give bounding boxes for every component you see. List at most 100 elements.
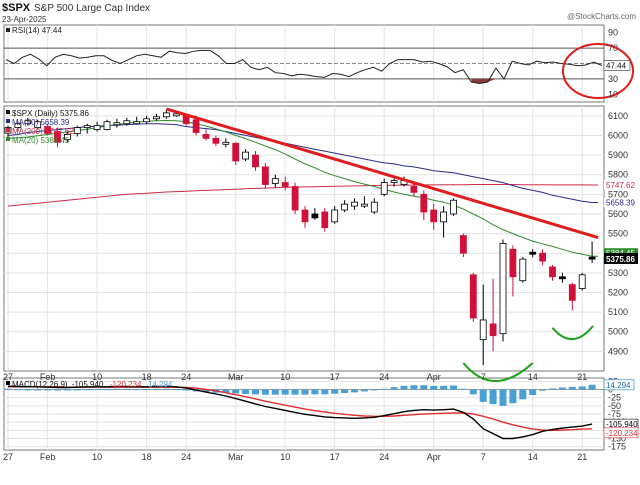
- rsi-label: RSI(14) 47.44: [6, 26, 62, 35]
- candle-body: [162, 112, 170, 118]
- candle-body: [578, 274, 586, 289]
- last-price-tag-text: 5375.86: [606, 255, 635, 264]
- candle: [133, 116, 141, 125]
- candle-body: [420, 193, 428, 213]
- candle: [291, 182, 299, 214]
- macd-histogram-bar: [489, 389, 497, 405]
- price-x-tick: 21: [577, 372, 587, 382]
- macd-histogram-bar: [331, 389, 339, 394]
- candle: [143, 115, 151, 124]
- candle-body: [360, 203, 368, 207]
- candle: [321, 208, 329, 232]
- macd-histogram-bar: [539, 389, 547, 391]
- stockcharts-credit: @StockCharts.com: [567, 12, 636, 21]
- macd-histogram-bar: [509, 389, 517, 404]
- price-x-tick: 10: [92, 372, 102, 382]
- candle-body: [430, 209, 438, 223]
- candle-body: [539, 252, 546, 262]
- macd-histogram-bar: [351, 389, 358, 393]
- candle: [113, 118, 121, 128]
- chart-date: 23-Apr-2025: [2, 15, 47, 24]
- candle: [479, 284, 487, 366]
- candle-body: [172, 113, 180, 117]
- candle: [232, 142, 240, 165]
- candle-body: [459, 235, 467, 254]
- macd-histogram-bar: [390, 387, 398, 390]
- candle-body: [281, 182, 289, 187]
- macd-histogram-bar: [123, 388, 131, 390]
- macd-histogram-bar: [469, 389, 477, 395]
- price-y-tick: 5100: [608, 307, 628, 317]
- rsi-y-tick: 90: [608, 28, 618, 38]
- price-x-tick: 27: [3, 372, 13, 382]
- macd-histogram-bar: [93, 389, 101, 391]
- last-price-tag-bg: [604, 252, 638, 264]
- candle: [222, 138, 230, 148]
- candle: [529, 249, 537, 258]
- price-x-tick: 17: [330, 372, 340, 382]
- macd-x-tick: 10: [280, 452, 290, 462]
- macd-histogram-bar: [499, 389, 507, 406]
- macd-label-value: -105.940: [72, 380, 104, 389]
- candle: [242, 149, 250, 161]
- candle-body: [370, 201, 378, 213]
- price-x-tick: 24: [181, 372, 191, 382]
- macd-histogram-bar: [479, 389, 487, 402]
- candle-body: [123, 120, 131, 125]
- macd-value-tag-text: -105.940: [606, 420, 638, 429]
- macd-histogram-bar: [450, 385, 457, 390]
- macd-signal-tag-text: -120.234: [606, 429, 638, 438]
- macd-histogram-bar: [529, 389, 537, 396]
- macd-histogram-bar: [519, 389, 527, 400]
- candle-body: [83, 125, 91, 129]
- candle: [420, 190, 428, 220]
- candle: [54, 127, 61, 148]
- smile-annotation-right: [551, 325, 594, 341]
- price-y-tick: 5200: [608, 287, 628, 297]
- price-y-tick: 5600: [608, 209, 628, 219]
- candle: [301, 206, 309, 228]
- price-x-tick: Apr: [427, 372, 441, 382]
- candle: [549, 265, 556, 281]
- candle-body: [24, 120, 32, 125]
- macd-x-tick: 27: [3, 452, 13, 462]
- macd-x-tick: 24: [379, 452, 389, 462]
- macd-line: [7, 385, 593, 440]
- candle-body: [499, 243, 507, 335]
- macd-histogram-bar: [281, 389, 289, 395]
- price-x-tick: 14: [528, 372, 538, 382]
- candle-body: [73, 127, 81, 134]
- macd-label-hist: 14.294: [148, 380, 173, 389]
- candle: [519, 257, 527, 283]
- price-y-tick: 5300: [608, 268, 628, 278]
- ma200-tag-text: 5747.62: [606, 181, 635, 190]
- candle: [351, 198, 358, 211]
- price-x-tick: 10: [280, 372, 290, 382]
- macd-label: MACD(12,26,9) -105.940, -120.234, 14.294: [6, 380, 173, 389]
- price-legend: $SPX (Daily) 5375.86 MA(50) 5658.39 MA(2…: [6, 109, 89, 145]
- macd-y-tick: -150: [608, 434, 626, 444]
- macd-x-tick: 14: [528, 452, 538, 462]
- price-y-tick: 5800: [608, 170, 628, 180]
- macd-histogram-bar: [321, 389, 329, 395]
- candle-body: [321, 211, 329, 229]
- legend-price: $SPX (Daily) 5375.86: [12, 109, 89, 118]
- legend-ma50: MA(50) 5658.39: [12, 118, 70, 127]
- rsi-label-text: RSI(14) 47.44: [12, 26, 62, 35]
- candle-body: [44, 126, 51, 134]
- candle-body: [440, 211, 448, 223]
- candle-body: [64, 134, 71, 140]
- price-x-tick: 18: [142, 372, 152, 382]
- macd-x-tick: 7: [481, 452, 486, 462]
- candle-body: [242, 151, 250, 160]
- candle: [360, 196, 368, 209]
- candle-body: [549, 266, 556, 278]
- macd-label-signal: -120.234: [110, 380, 142, 389]
- candle-body: [222, 141, 230, 145]
- candle: [73, 125, 81, 137]
- macd-histogram-bar: [459, 388, 467, 390]
- macd-histogram-bar: [420, 385, 428, 390]
- candle: [202, 129, 210, 141]
